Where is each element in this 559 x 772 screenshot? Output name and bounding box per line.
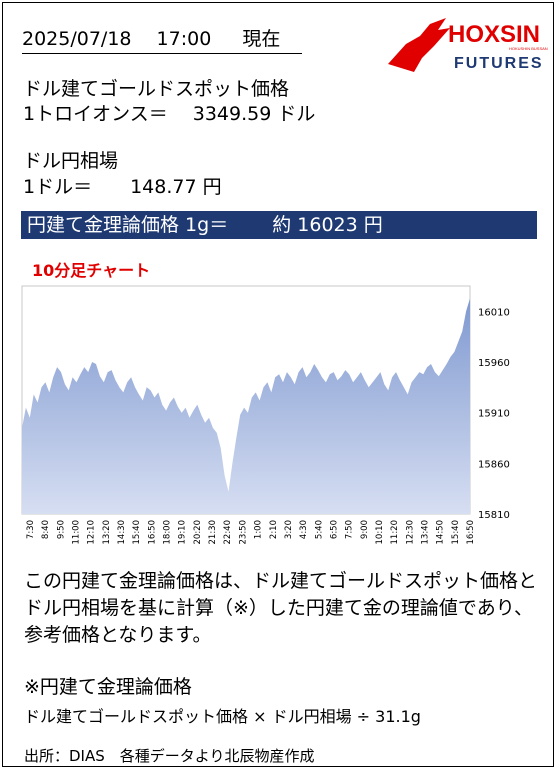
x-tick-label: 16:50 [466, 520, 476, 545]
x-tick-label: 9:00 [360, 520, 370, 539]
x-tick-label: 4:30 [299, 520, 309, 539]
logo-swoosh [388, 18, 450, 72]
x-tick-label: 11:20 [390, 520, 400, 545]
logo-sub: FUTURES [454, 55, 544, 72]
chart-title: 10分足チャート [32, 261, 151, 280]
card-frame [2, 2, 554, 767]
x-tick-label: 6:50 [329, 520, 339, 539]
x-tick-label: 1:00 [254, 520, 264, 539]
x-tick-label: 15:40 [132, 520, 142, 545]
gold-label: ドル建てゴールドスポット価格 [23, 78, 290, 100]
x-tick-label: 14:30 [117, 520, 127, 545]
x-tick-label: 12:10 [87, 520, 97, 545]
gold-price: 1トロイオンス＝ 3349.59 ドル [23, 103, 316, 125]
x-tick-label: 7:30 [26, 520, 36, 539]
x-tick-label: 16:50 [147, 520, 157, 545]
timestamp: 2025/07/18 17:00 現在 [22, 24, 303, 54]
formula-title: ※円建て金理論価格 [24, 676, 192, 698]
price-area [22, 298, 470, 514]
x-tick-label: 10:10 [375, 520, 385, 545]
price-chart: 15810 15860 15910 15960 16010 7:30 8:40 9:50 11… [21, 285, 510, 545]
theoretical-price-banner: 円建て金理論価格 1g＝ 約 16023 円 [21, 211, 537, 239]
x-tick-label: 8:40 [41, 520, 51, 539]
x-tick-label: 19:10 [178, 520, 188, 545]
x-tick-label: 23:50 [238, 520, 248, 545]
x-tick-label: 18:00 [163, 520, 173, 545]
x-tick-label: 15:40 [451, 520, 461, 545]
x-tick-label: 11:00 [72, 520, 82, 545]
fx-price: 1ドル＝ 148.77 円 [23, 176, 222, 198]
y-tick-label: 16010 [478, 307, 510, 318]
fx-label: ドル円相場 [23, 150, 119, 172]
x-tick-label: 2:10 [269, 520, 279, 539]
logo-small-text: HOKUSHIN BUSSAN [509, 46, 548, 51]
source-note: 出所：DIAS 各種データより北辰物産作成 [24, 747, 315, 765]
x-tick-label: 9:50 [56, 520, 66, 539]
y-tick-label: 15810 [478, 510, 510, 521]
x-tick-label: 20:20 [193, 520, 203, 545]
x-tick-label: 21:30 [208, 520, 218, 545]
x-tick-label: 22:40 [223, 520, 233, 545]
y-tick-label: 15960 [478, 358, 510, 369]
company-logo: HOXSIN HOKUSHIN BUSSAN FUTURES [388, 18, 548, 72]
x-tick-label: 13:20 [102, 520, 112, 545]
x-tick-label: 13:40 [421, 520, 431, 545]
x-tick-label: 3:20 [284, 520, 294, 539]
formula-text: ドル建てゴールドスポット価格 × ドル円相場 ÷ 31.1g [24, 707, 421, 726]
x-tick-label: 14:50 [436, 520, 446, 545]
description: この円建て金理論価格は、ドル建てゴールドスポット価格とドル円相場を基に計算（※）… [24, 570, 538, 646]
x-tick-label: 12:30 [405, 520, 415, 545]
x-tick-label: 7:50 [345, 520, 355, 539]
y-tick-label: 15910 [478, 409, 510, 420]
y-tick-label: 15860 [478, 459, 510, 470]
logo-name: HOXSIN [448, 21, 540, 48]
x-tick-label: 5:40 [314, 520, 324, 539]
